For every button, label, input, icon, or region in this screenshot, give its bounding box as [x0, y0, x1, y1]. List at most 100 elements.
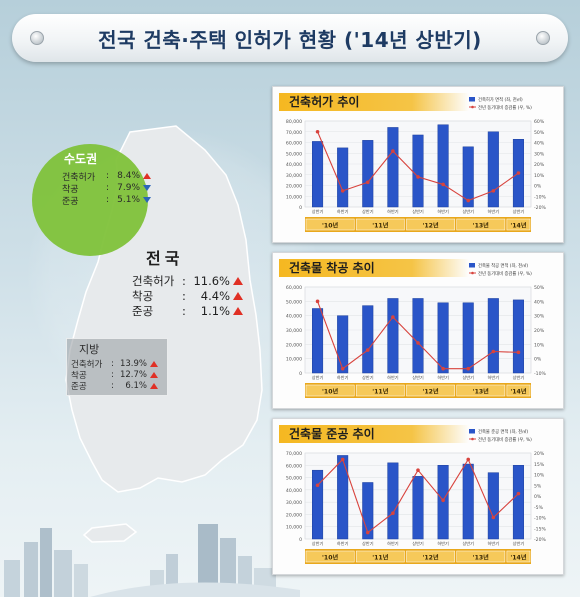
bar	[437, 465, 449, 540]
bar	[487, 298, 499, 374]
year-cell	[406, 384, 455, 397]
down-arrow-icon	[143, 197, 151, 203]
building-shape	[40, 528, 52, 597]
growth-rate-point	[491, 189, 496, 193]
year-label: '11년	[372, 554, 389, 562]
bar	[412, 298, 424, 374]
up-arrow-icon	[233, 306, 243, 315]
y-right-tick-label: -10%	[534, 516, 547, 522]
local-permit-value: 13.9%	[119, 358, 147, 369]
legend-line-marker	[471, 271, 474, 275]
chart-panel-start: 건축물 착공 추이 0 10,000 20,000 30,000 40,000 50,00…	[272, 252, 564, 409]
bar	[462, 302, 474, 374]
bar	[387, 298, 399, 374]
bar	[362, 305, 374, 374]
year-cell	[305, 550, 355, 563]
y-left-tick-label: 20,000	[286, 184, 302, 190]
legend-line-label: 전년 동기대비 증감률 (우, %)	[478, 436, 532, 443]
growth-rate-point	[466, 198, 471, 203]
x-category-label: 하반기	[437, 540, 449, 547]
growth-rate-point	[441, 498, 445, 503]
local-complete-label: 준공	[71, 381, 87, 392]
bar	[437, 124, 449, 208]
local-row-permit: 건축허가 : 13.9%	[71, 358, 167, 370]
legend-line-marker	[471, 105, 474, 109]
building-shape	[74, 564, 88, 597]
colon: :	[111, 380, 114, 391]
x-category-label: 상반기	[462, 374, 474, 381]
banner-left-cap	[30, 31, 44, 45]
colon: :	[182, 303, 186, 318]
bar	[487, 472, 499, 540]
chart-start: 0 10,000 20,000 30,000 40,000 50,000 60,000 -10…	[286, 262, 547, 398]
year-label: '12년	[422, 554, 439, 562]
growth-rate-point	[340, 189, 345, 193]
legend-bar-swatch	[469, 263, 475, 268]
chart-title-start: 건축물 착공 추이	[279, 259, 469, 277]
year-cell	[355, 550, 405, 563]
growth-rate-point	[516, 171, 521, 175]
metro-start-label: 착공	[62, 184, 79, 195]
bar	[312, 308, 324, 374]
jeju-island-shape	[82, 523, 138, 543]
y-left-tick-label: 0	[299, 205, 302, 211]
x-category-label: 상반기	[513, 208, 525, 215]
building-shape	[4, 560, 20, 597]
road-shape	[90, 582, 300, 597]
title-banner: 전국 건축·주택 인허가 현황 ('14년 상반기)	[12, 14, 568, 62]
growth-rate-point	[340, 457, 345, 462]
x-category-label: 하반기	[337, 374, 349, 381]
year-label: '12년	[422, 222, 439, 230]
x-category-label: 하반기	[387, 540, 399, 547]
growth-rate-point	[516, 350, 521, 355]
bar	[337, 455, 349, 540]
bar	[312, 469, 324, 540]
y-left-tick-label: 60,000	[286, 141, 302, 147]
year-label: '11년	[372, 388, 389, 396]
y-right-tick-label: 60%	[534, 119, 545, 125]
chart-complete: 0 10,000 20,000 30,000 40,000 50,000 60,000 70,…	[286, 428, 547, 564]
local-stats: 지방 건축허가 : 13.9% 착공 : 12.7% 준공 : 6.1%	[66, 338, 168, 396]
growth-rate-point	[315, 129, 320, 134]
y-right-tick-label: 50%	[534, 285, 545, 291]
metro-start-value: 7.9%	[117, 183, 140, 193]
x-category-label: 상반기	[362, 374, 374, 381]
year-label: '14년	[510, 222, 527, 230]
y-left-tick-label: 70,000	[286, 130, 302, 136]
y-right-tick-label: 20%	[534, 328, 545, 334]
x-category-label: 하반기	[387, 208, 399, 215]
y-right-tick-label: 0%	[534, 184, 542, 190]
colon: :	[182, 273, 186, 288]
x-category-label: 상반기	[412, 374, 424, 381]
growth-rate-point	[391, 149, 395, 153]
growth-rate-point	[340, 366, 345, 371]
year-label: '13년	[473, 388, 490, 396]
chart-title-permit: 건축허가 추이	[279, 93, 469, 111]
growth-rate-point	[365, 530, 370, 535]
legend-bar-label: 건축허가 면적 (좌, 천㎡)	[478, 96, 523, 103]
legend-line-marker	[471, 437, 474, 441]
bar	[362, 140, 374, 208]
colon: :	[106, 171, 110, 181]
bar	[387, 127, 399, 208]
metro-permit-label: 건축허가	[62, 172, 96, 183]
year-cell	[406, 218, 455, 231]
colon: :	[106, 183, 110, 193]
colon: :	[111, 369, 114, 380]
y-right-tick-label: 15%	[534, 462, 545, 468]
growth-rate-point	[315, 483, 320, 488]
national-row-permit: 건축허가 : 11.6%	[132, 273, 252, 288]
national-start-label: 착공	[132, 288, 154, 303]
y-left-tick-label: 20,000	[286, 512, 302, 518]
national-complete-value: 1.1%	[200, 303, 230, 318]
x-category-label: 하반기	[488, 540, 500, 547]
growth-rate-point	[466, 457, 471, 462]
national-row-start: 착공 : 4.4%	[132, 288, 252, 303]
building-shape	[198, 524, 218, 597]
local-complete-value: 6.1%	[125, 380, 147, 391]
x-category-label: 상반기	[513, 374, 525, 381]
bar	[462, 463, 474, 540]
y-right-tick-label: 10%	[534, 473, 545, 479]
local-start-value: 12.7%	[119, 369, 147, 380]
